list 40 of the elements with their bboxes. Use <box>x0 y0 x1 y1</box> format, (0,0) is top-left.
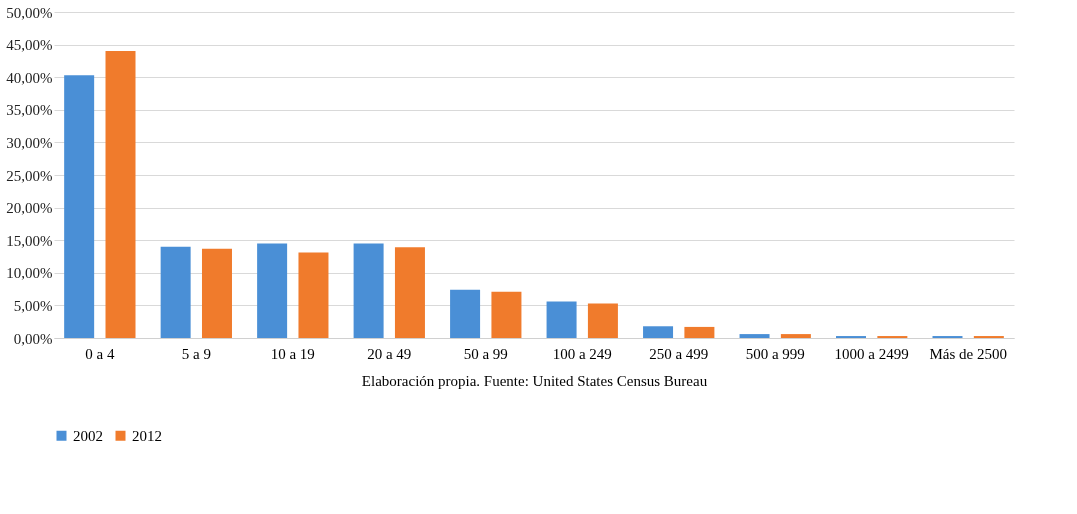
x-tick-label: 20 a 49 <box>367 345 412 362</box>
text: Elaboración propia. Fuente: United States Census Bureau <box>361 372 708 389</box>
y-tick-label: 5,00% <box>13 297 53 314</box>
bar <box>160 246 191 338</box>
y-tick-label: 35,00% <box>6 102 53 119</box>
x-tick-label: 1000 a 2499 <box>834 345 909 362</box>
y-tick-label: 20,00% <box>6 200 53 217</box>
y-tick-label: 40,00% <box>6 69 53 86</box>
x-tick-label: 500 a 999 <box>745 345 805 362</box>
bar <box>105 51 136 338</box>
bar <box>546 301 577 338</box>
y-tick-label: 25,00% <box>6 167 53 184</box>
legend-label: 2012 <box>132 427 162 444</box>
bar <box>353 243 384 338</box>
bar <box>257 243 288 338</box>
bar <box>643 326 674 338</box>
bar <box>587 303 618 338</box>
bar <box>491 291 522 338</box>
bar <box>684 326 715 338</box>
y-tick-label: 30,00% <box>6 134 53 151</box>
x-tick-label: 250 a 499 <box>649 345 709 362</box>
x-tick-label: 0 a 4 <box>85 345 115 362</box>
x-tick-label: Más de 2500 <box>929 345 1007 362</box>
bar <box>201 248 232 338</box>
bar <box>450 289 481 338</box>
x-tick-label: 5 a 9 <box>181 345 211 362</box>
x-tick-label: 50 a 99 <box>463 345 508 362</box>
x-tick-label: 10 a 19 <box>270 345 315 362</box>
bar <box>64 75 95 338</box>
x-tick-label: 100 a 249 <box>552 345 612 362</box>
bar <box>780 334 811 338</box>
y-tick-label: 0,00% <box>13 330 53 347</box>
y-tick-label: 50,00% <box>6 4 53 21</box>
legend-label: 2002 <box>73 427 103 444</box>
y-tick-label: 15,00% <box>6 232 53 249</box>
y-tick-label: 45,00% <box>6 37 53 54</box>
bar <box>739 334 770 338</box>
bar <box>394 247 425 338</box>
y-tick-label: 10,00% <box>6 265 53 282</box>
bar <box>298 252 329 338</box>
